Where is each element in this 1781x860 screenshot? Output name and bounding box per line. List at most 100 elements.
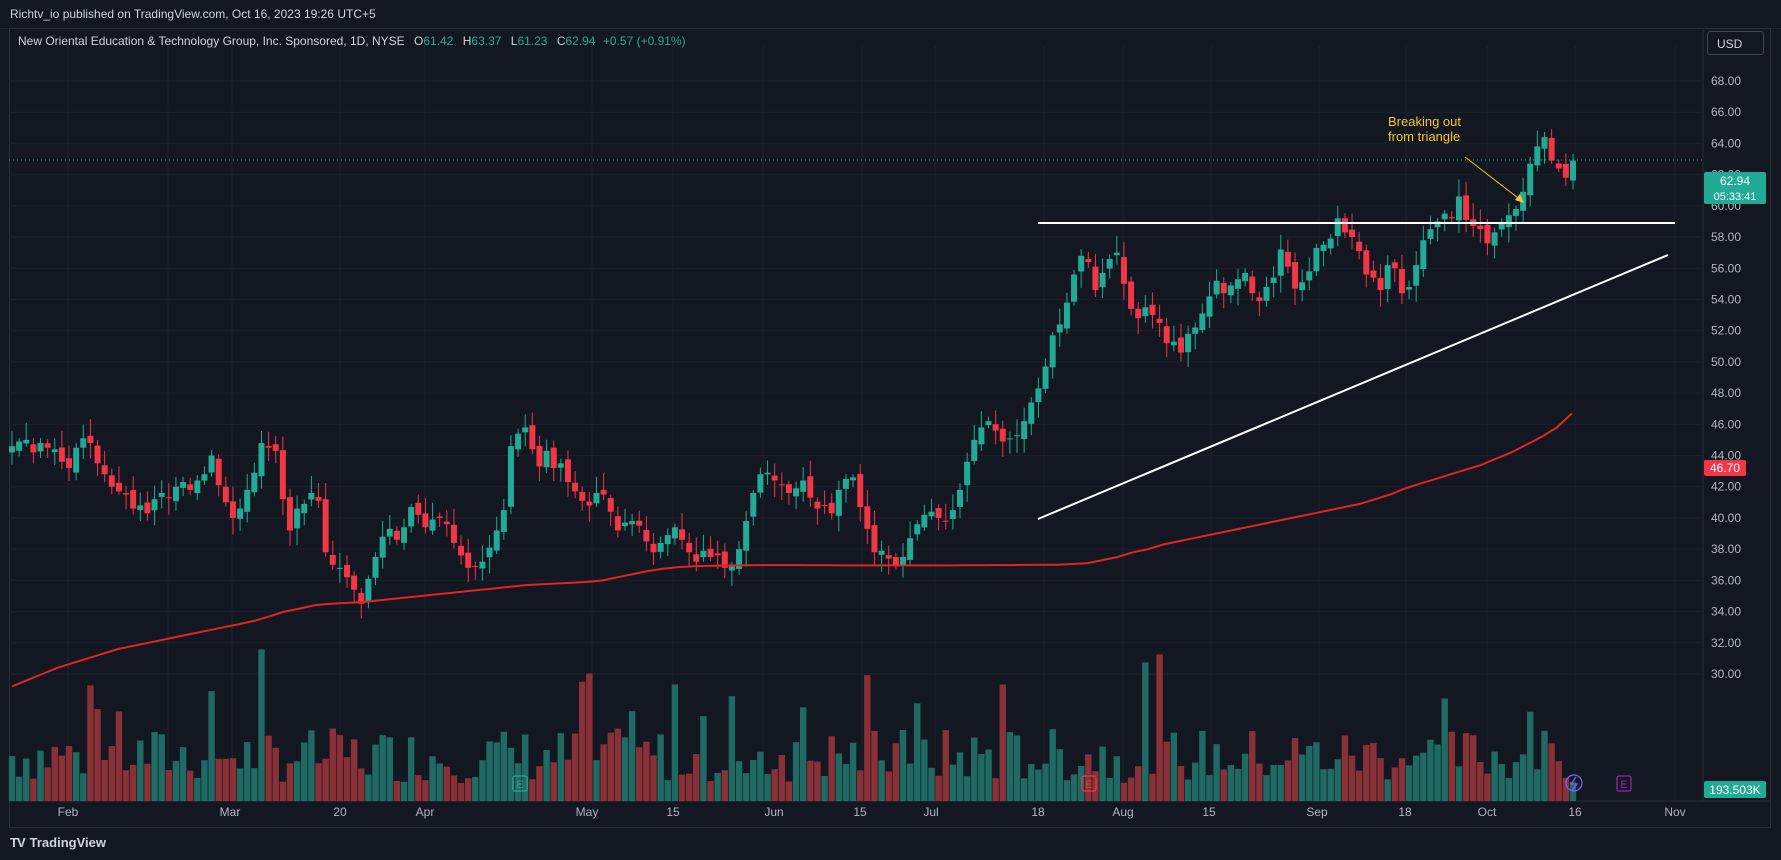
candle-body <box>244 489 251 512</box>
volume-bar <box>464 778 472 801</box>
lightning-bolt-icon <box>1569 776 1579 791</box>
candle-body <box>344 565 351 578</box>
volume-bar <box>1013 735 1021 801</box>
annotation-text-line2[interactable]: from triangle <box>1388 129 1460 144</box>
volume-badge <box>1704 781 1766 798</box>
candle-body <box>842 478 849 489</box>
volume-bar <box>1249 731 1256 801</box>
price-axis-label: 30.00 <box>1711 667 1741 681</box>
volume-bar <box>386 737 393 801</box>
volume-bar <box>949 764 957 801</box>
dividend-lightning-icon[interactable] <box>1565 774 1583 792</box>
candle-body <box>1406 286 1413 290</box>
last-price-badge <box>1704 172 1766 204</box>
price-axis-label: 64.00 <box>1711 136 1741 150</box>
volume-bar <box>1562 777 1570 801</box>
candle-body <box>1092 266 1099 291</box>
volume-bar <box>186 770 194 801</box>
candle-body <box>151 499 158 511</box>
price-chart[interactable]: 68.0066.0064.0062.0060.0058.0056.0054.00… <box>0 0 1781 830</box>
volume-bar <box>1370 742 1377 801</box>
volume-bar <box>258 649 265 801</box>
candle-body <box>572 482 579 492</box>
candle-body <box>215 458 222 486</box>
volume-bar <box>279 781 287 801</box>
candle-body <box>1455 196 1462 221</box>
volume-bar <box>1306 746 1313 801</box>
currency-selector[interactable]: USD <box>1707 31 1764 55</box>
chart-frame[interactable] <box>9 28 1771 828</box>
candle-body <box>1213 280 1220 295</box>
volume-bar <box>1184 779 1192 801</box>
tradingview-brand[interactable]: TV TradingView <box>10 835 106 850</box>
candle-body <box>1078 255 1085 272</box>
candle-body <box>1498 223 1505 230</box>
volume-bar <box>1220 769 1227 801</box>
annotation-arrow[interactable] <box>1464 156 1523 202</box>
ascending-support-line[interactable] <box>1037 254 1669 520</box>
volume-bar <box>864 675 871 801</box>
volume-bar <box>1035 769 1042 801</box>
close-value: 62.94 <box>565 34 596 48</box>
volume-bar <box>1412 755 1420 801</box>
price-axis-label: 54.00 <box>1711 292 1741 306</box>
volume-bar <box>671 684 679 801</box>
volume-bar <box>72 752 80 801</box>
volume-bar <box>479 760 486 801</box>
high-value: 63.37 <box>471 34 502 48</box>
volume-bar <box>336 735 344 801</box>
earnings-icon[interactable] <box>1081 775 1097 792</box>
volume-bar <box>999 684 1006 801</box>
time-axis-label: Jun <box>764 805 783 819</box>
volume-bar <box>1363 744 1370 801</box>
volume-bar <box>500 731 508 801</box>
volume-bar <box>215 758 222 801</box>
volume-bar <box>1156 654 1163 801</box>
candle-body <box>265 445 272 448</box>
candle-body <box>1384 265 1391 290</box>
volume-bar <box>201 760 208 801</box>
candle-body <box>629 521 636 525</box>
candle-body <box>37 443 44 452</box>
candle-body <box>643 529 650 542</box>
annotation-text-line1[interactable]: Breaking out <box>1388 114 1461 129</box>
candle-body <box>450 524 457 543</box>
volume-bar <box>94 709 101 801</box>
volume-bar <box>914 703 921 801</box>
volume-bar <box>429 756 436 801</box>
candle-body <box>586 501 593 506</box>
candle-body <box>165 497 172 499</box>
candle-body <box>1534 146 1541 166</box>
candle-body <box>386 528 393 537</box>
candle-body <box>1185 333 1192 353</box>
candle-body <box>1049 335 1056 368</box>
candle-body <box>1128 281 1135 309</box>
candle-body <box>728 566 735 571</box>
candle-body <box>757 474 764 493</box>
time-axis-label: 15 <box>853 805 867 819</box>
price-axis-label: 44.00 <box>1711 449 1741 463</box>
volume-bar <box>1519 754 1527 801</box>
candle-body <box>30 444 37 453</box>
volume-bar <box>664 780 671 801</box>
earnings-icon[interactable] <box>1616 775 1632 792</box>
candle-body <box>322 499 329 553</box>
candle-body <box>1170 341 1177 346</box>
volume-bar <box>436 763 443 801</box>
volume-bar <box>457 782 465 801</box>
time-axis-label: 20 <box>333 805 347 819</box>
volume-bar <box>507 747 515 801</box>
candle-body <box>115 482 122 492</box>
volume-bar <box>493 742 500 801</box>
candle-body <box>144 502 151 514</box>
earnings-icon[interactable] <box>512 775 528 792</box>
symbol-name[interactable]: New Oriental Education & Technology Grou… <box>18 34 405 48</box>
volume-bar <box>956 752 964 801</box>
candle-body <box>1099 272 1106 288</box>
price-axis-label: 40.00 <box>1711 511 1741 525</box>
candle-body <box>671 527 678 539</box>
bar-countdown: 05:33:41 <box>1714 191 1757 203</box>
volume-bar <box>750 760 757 801</box>
candle-body <box>1192 327 1199 334</box>
candle-body <box>187 484 194 490</box>
